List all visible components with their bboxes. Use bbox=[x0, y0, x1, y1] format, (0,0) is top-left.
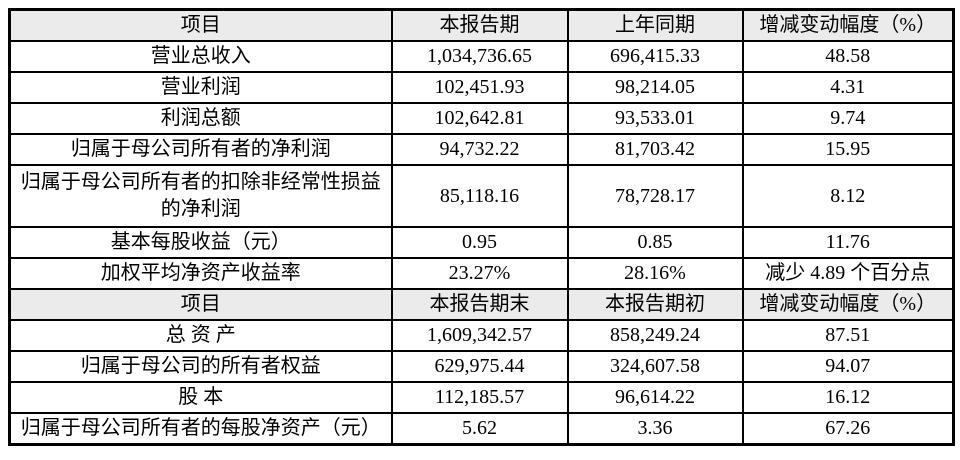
prior-period-value-cell: 93,533.01 bbox=[566, 102, 744, 135]
table-row-net-profit-attributable: 归属于母公司所有者的净利润 94,732.22 81,703.42 15.95 bbox=[8, 133, 955, 166]
current-period-value-cell: 85,118.16 bbox=[390, 164, 569, 228]
period-begin-value-cell: 858,249.24 bbox=[566, 319, 744, 352]
period-end-value-cell: 112,185.57 bbox=[390, 381, 569, 414]
current-period-value-cell: 102,642.81 bbox=[390, 102, 569, 135]
row-label-cell: 归属于母公司的所有者权益 bbox=[8, 350, 393, 383]
row-label-cell: 营业总收入 bbox=[8, 40, 393, 73]
table-row-total-assets: 总 资 产 1,609,342.57 858,249.24 87.51 bbox=[8, 319, 955, 352]
table-row-owners-equity-attributable: 归属于母公司的所有者权益 629,975.44 324,607.58 94.07 bbox=[8, 350, 955, 383]
table-row-operating-profit: 营业利润 102,451.93 98,214.05 4.31 bbox=[8, 71, 955, 104]
header-change-cell: 增减变动幅度（%） bbox=[741, 8, 955, 42]
period-end-value-cell: 5.62 bbox=[390, 412, 569, 446]
change-value-cell: 9.74 bbox=[741, 102, 955, 135]
period-begin-value-cell: 324,607.58 bbox=[566, 350, 744, 383]
table-row-weighted-avg-roe: 加权平均净资产收益率 23.27% 28.16% 减少 4.89 个百分点 bbox=[8, 257, 955, 290]
current-period-value-cell: 23.27% bbox=[390, 257, 569, 290]
period-end-value-cell: 1,609,342.57 bbox=[390, 319, 569, 352]
prior-period-value-cell: 696,415.33 bbox=[566, 40, 744, 73]
row-label-cell: 归属于母公司所有者的每股净资产（元） bbox=[8, 412, 393, 446]
period-begin-value-cell: 96,614.22 bbox=[566, 381, 744, 414]
change-value-cell: 67.26 bbox=[741, 412, 955, 446]
row-label-cell: 利润总额 bbox=[8, 102, 393, 135]
change-value-cell: 减少 4.89 个百分点 bbox=[741, 257, 955, 290]
header-period-begin-cell: 本报告期初 bbox=[566, 288, 744, 321]
change-value-cell: 48.58 bbox=[741, 40, 955, 73]
table-header-row-balance: 项目 本报告期末 本报告期初 增减变动幅度（%） bbox=[8, 288, 955, 321]
row-label-cell: 股 本 bbox=[8, 381, 393, 414]
current-period-value-cell: 102,451.93 bbox=[390, 71, 569, 104]
prior-period-value-cell: 0.85 bbox=[566, 226, 744, 259]
prior-period-value-cell: 81,703.42 bbox=[566, 133, 744, 166]
change-value-cell: 8.12 bbox=[741, 164, 955, 228]
prior-period-value-cell: 78,728.17 bbox=[566, 164, 744, 228]
prior-period-value-cell: 28.16% bbox=[566, 257, 744, 290]
period-begin-value-cell: 3.36 bbox=[566, 412, 744, 446]
table-row-net-assets-per-share: 归属于母公司所有者的每股净资产（元） 5.62 3.36 67.26 bbox=[8, 412, 955, 446]
table-row-total-profit: 利润总额 102,642.81 93,533.01 9.74 bbox=[8, 102, 955, 135]
header-period-end-cell: 本报告期末 bbox=[390, 288, 569, 321]
row-label-cell: 总 资 产 bbox=[8, 319, 393, 352]
table-row-share-capital: 股 本 112,185.57 96,614.22 16.12 bbox=[8, 381, 955, 414]
change-value-cell: 94.07 bbox=[741, 350, 955, 383]
prior-period-value-cell: 98,214.05 bbox=[566, 71, 744, 104]
table-row-basic-eps: 基本每股收益（元） 0.95 0.85 11.76 bbox=[8, 226, 955, 259]
header-prior-period-cell: 上年同期 bbox=[566, 8, 744, 42]
table-header-row-income: 项目 本报告期 上年同期 增减变动幅度（%） bbox=[8, 8, 955, 42]
row-label-cell: 基本每股收益（元） bbox=[8, 226, 393, 259]
period-end-value-cell: 629,975.44 bbox=[390, 350, 569, 383]
financial-summary-table: 项目 本报告期 上年同期 增减变动幅度（%） 营业总收入 1,034,736.6… bbox=[8, 8, 955, 446]
header-item-cell: 项目 bbox=[8, 288, 393, 321]
table-row-total-revenue: 营业总收入 1,034,736.65 696,415.33 48.58 bbox=[8, 40, 955, 73]
change-value-cell: 4.31 bbox=[741, 71, 955, 104]
header-change-cell: 增减变动幅度（%） bbox=[741, 288, 955, 321]
change-value-cell: 15.95 bbox=[741, 133, 955, 166]
row-label-cell: 加权平均净资产收益率 bbox=[8, 257, 393, 290]
row-label-cell: 归属于母公司所有者的净利润 bbox=[8, 133, 393, 166]
change-value-cell: 16.12 bbox=[741, 381, 955, 414]
header-current-period-cell: 本报告期 bbox=[390, 8, 569, 42]
financial-summary-table-container: 项目 本报告期 上年同期 增减变动幅度（%） 营业总收入 1,034,736.6… bbox=[8, 8, 955, 446]
row-label-cell: 营业利润 bbox=[8, 71, 393, 104]
current-period-value-cell: 0.95 bbox=[390, 226, 569, 259]
row-label-cell: 归属于母公司所有者的扣除非经常性损益的净利润 bbox=[8, 164, 393, 228]
table-row-net-profit-excl-nonrecurring: 归属于母公司所有者的扣除非经常性损益的净利润 85,118.16 78,728.… bbox=[8, 164, 955, 228]
current-period-value-cell: 94,732.22 bbox=[390, 133, 569, 166]
header-item-cell: 项目 bbox=[8, 8, 393, 42]
change-value-cell: 11.76 bbox=[741, 226, 955, 259]
current-period-value-cell: 1,034,736.65 bbox=[390, 40, 569, 73]
change-value-cell: 87.51 bbox=[741, 319, 955, 352]
